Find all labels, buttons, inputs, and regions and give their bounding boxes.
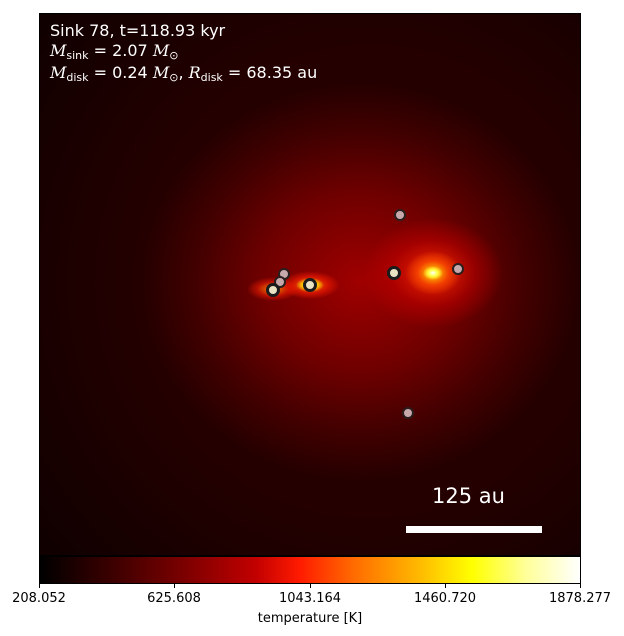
colorbar-tick-label: 208.052 [12, 591, 66, 606]
colorbar-tick [310, 584, 311, 588]
primary-sink-marker [266, 283, 280, 297]
colorbar-tick-label: 1460.720 [413, 591, 477, 606]
colorbar-label: temperature [K] [257, 611, 363, 626]
sink-mass-label: Msink = 2.07 M⊙ [50, 41, 179, 62]
sink-marker [402, 407, 414, 419]
primary-sink-marker [303, 278, 317, 292]
disk-properties-label: Mdisk = 0.24 M⊙, Rdisk = 68.35 au [50, 63, 318, 84]
colorbar-tick [580, 584, 581, 588]
colorbar-tick [445, 584, 446, 588]
colorbar-tick-label: 1878.277 [548, 591, 612, 606]
colorbar-tick-label: 1043.164 [278, 591, 342, 606]
scale-bar [406, 526, 542, 533]
sink-marker [394, 209, 406, 221]
temperature-map: Sink 78, t=118.93 kyr Msink = 2.07 M⊙ Md… [39, 13, 581, 556]
primary-sink-marker [387, 266, 401, 280]
colorbar-tick-label: 625.608 [147, 591, 201, 606]
colorbar-tick [174, 584, 175, 588]
colorbar [39, 556, 581, 584]
scale-bar-label: 125 au [432, 484, 505, 508]
sink-marker [452, 263, 464, 275]
sink-time-label: Sink 78, t=118.93 kyr [50, 21, 226, 40]
colorbar-tick [39, 584, 40, 588]
